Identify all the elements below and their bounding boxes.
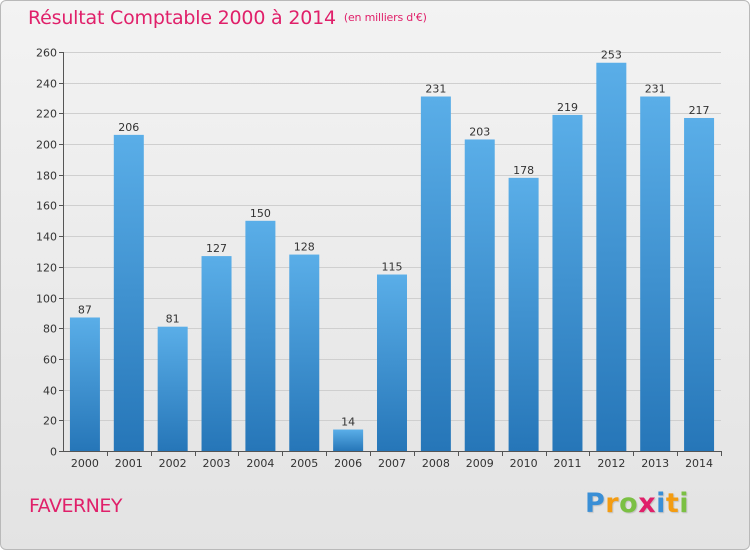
- logo-letter: i: [679, 488, 690, 519]
- x-tick-label: 2008: [422, 457, 450, 470]
- y-tick-label: 140: [36, 231, 57, 244]
- y-tick-label: 160: [36, 200, 57, 213]
- data-label: 219: [557, 101, 578, 114]
- data-label: 127: [206, 242, 227, 255]
- chart-title: Résultat Comptable 2000 à 2014 (en millie…: [28, 7, 427, 29]
- x-tick-label: 2012: [597, 457, 625, 470]
- x-tick-label: 2006: [334, 457, 362, 470]
- x-tick-label: 2007: [378, 457, 406, 470]
- proxiti-logo: Proxiti: [585, 488, 689, 519]
- data-label: 253: [601, 49, 622, 62]
- bar: [333, 429, 364, 451]
- bar: [552, 114, 583, 452]
- logo-letter: x: [638, 488, 657, 519]
- x-tick-label: 2000: [71, 457, 99, 470]
- bar: [289, 254, 320, 451]
- title-unit: (en milliers d'€): [343, 11, 427, 24]
- data-label: 14: [341, 416, 355, 429]
- x-tick-label: 2010: [510, 457, 538, 470]
- bar: [684, 117, 715, 451]
- bar: [201, 256, 232, 451]
- bar: [508, 177, 539, 452]
- x-tick-label: 2011: [553, 457, 581, 470]
- y-tick-label: 60: [43, 354, 57, 367]
- logo-letter: t: [665, 488, 680, 519]
- bar: [464, 139, 495, 451]
- bars: 87 206 81 127 150 128 14 115 231 203 178 219 253 231 2…: [69, 49, 715, 452]
- y-tick-label: 80: [43, 323, 57, 336]
- logo-letter: P: [585, 488, 606, 519]
- y-tick-label: 120: [36, 262, 57, 275]
- x-tick-label: 2004: [246, 457, 274, 470]
- logo-letter: o: [619, 488, 639, 519]
- bar: [640, 96, 671, 451]
- data-label: 203: [469, 125, 490, 138]
- bar: [245, 220, 276, 451]
- x-axis: 2000 2001 2002 2003 2004 2005 2006 2007 2008 2009…: [63, 451, 722, 470]
- bar: [596, 62, 627, 451]
- y-tick-label: 0: [50, 446, 57, 459]
- data-label: 206: [118, 121, 139, 134]
- x-tick-label: 2002: [159, 457, 187, 470]
- data-label: 81: [166, 313, 180, 326]
- data-label: 217: [689, 104, 710, 117]
- data-label: 150: [250, 207, 271, 220]
- y-tick-label: 240: [36, 78, 57, 91]
- commune-name: FAVERNEY: [29, 495, 123, 517]
- logo-letter: r: [605, 488, 620, 519]
- data-label: 231: [645, 83, 666, 96]
- x-tick-label: 2009: [466, 457, 494, 470]
- data-label: 87: [78, 303, 92, 316]
- bar: [113, 134, 144, 451]
- x-tick-label: 2003: [203, 457, 231, 470]
- logo-letter: i: [656, 488, 666, 519]
- y-tick-label: 20: [43, 415, 57, 428]
- x-tick-label: 2013: [641, 457, 669, 470]
- y-tick-label: 40: [43, 385, 57, 398]
- bar: [157, 326, 188, 451]
- y-tick-label: 100: [36, 293, 57, 306]
- data-label: 128: [294, 241, 315, 254]
- y-tick-label: 200: [36, 139, 57, 152]
- x-tick-label: 2001: [115, 457, 143, 470]
- bar: [377, 274, 407, 451]
- bar: [420, 96, 451, 451]
- y-tick-label: 180: [36, 170, 57, 183]
- data-label: 231: [425, 83, 446, 96]
- data-label: 115: [382, 261, 403, 274]
- title-text: Résultat Comptable 2000 à 2014: [28, 7, 336, 29]
- y-axis: 0 20 40 60 80 100 120 140 160 180 200 220 240 260: [36, 47, 64, 459]
- y-tick-label: 220: [36, 108, 57, 121]
- y-tick-label: 260: [36, 47, 57, 60]
- data-label: 178: [513, 164, 534, 177]
- bar: [69, 317, 100, 451]
- x-tick-label: 2005: [290, 457, 318, 470]
- x-tick-label: 2014: [685, 457, 713, 470]
